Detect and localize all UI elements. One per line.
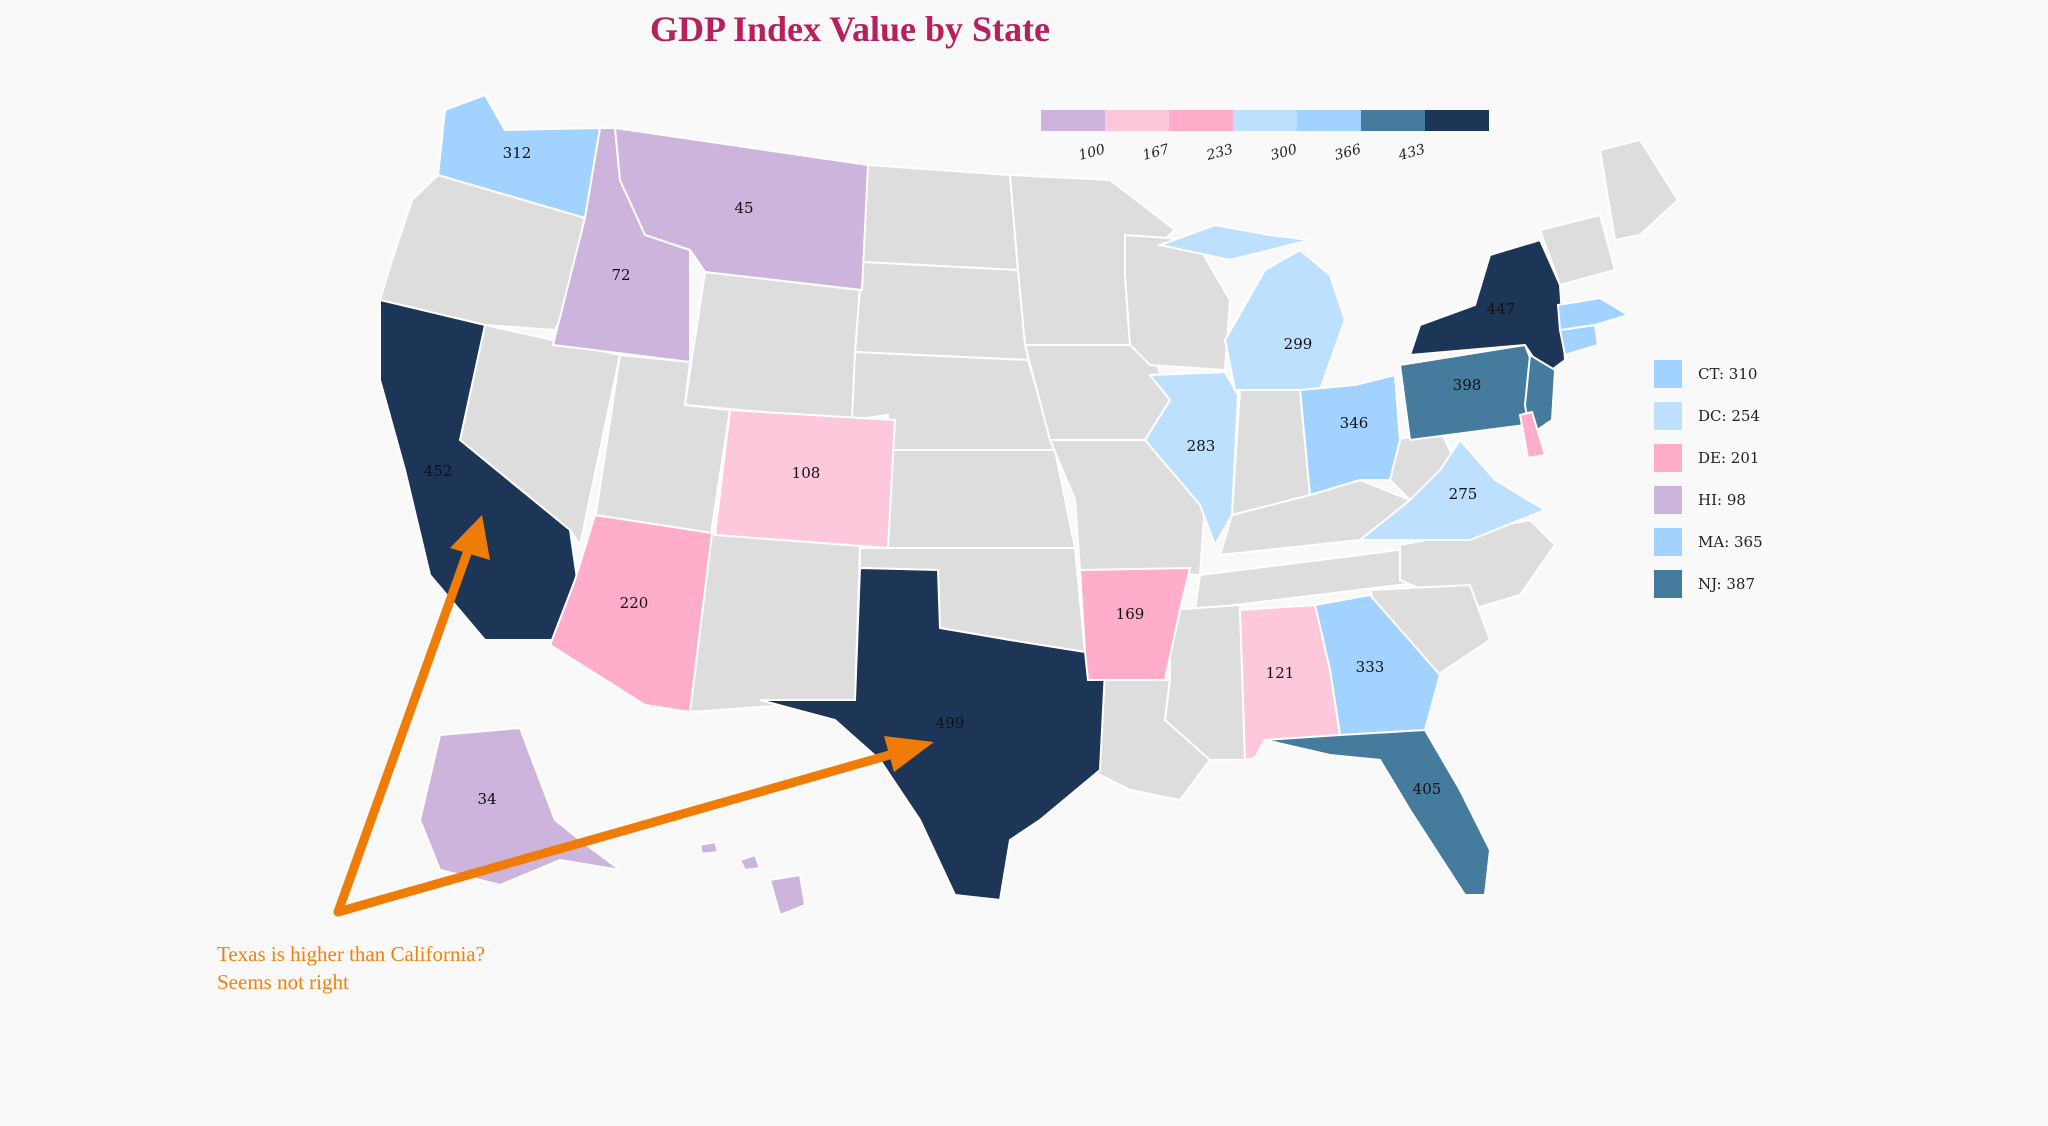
legend-item: MA: 365	[1654, 528, 1763, 556]
state-ohio	[1298, 373, 1402, 497]
state-label-mt: 45	[734, 199, 753, 217]
arrow-to-california	[333, 540, 475, 917]
state-label-tx: 499	[936, 714, 965, 732]
scale-tick-label: 233	[1204, 141, 1235, 164]
scale-tick-label: 300	[1269, 141, 1299, 163]
state-label-fl: 405	[1413, 780, 1442, 798]
state-label-il: 283	[1187, 437, 1216, 455]
arrowhead-california	[450, 515, 490, 560]
state-label-va: 275	[1449, 485, 1478, 503]
state-label-pa: 398	[1453, 376, 1482, 394]
state-label-wa: 312	[503, 144, 532, 162]
scale-swatch-3	[1169, 110, 1233, 131]
scale-swatch-4	[1233, 110, 1297, 131]
state-texas	[759, 566, 1107, 902]
state-maine	[1598, 138, 1680, 242]
state-label-az: 220	[620, 594, 649, 612]
scale-swatch-1	[1041, 110, 1105, 131]
state-illinois	[1143, 370, 1240, 548]
scale-swatch-7	[1425, 110, 1489, 131]
legend-swatch	[1654, 528, 1682, 556]
state-arizona	[548, 513, 714, 714]
legend-item: HI: 98	[1654, 486, 1763, 514]
state-label-al: 121	[1266, 664, 1295, 682]
scale-tick-label: 167	[1141, 141, 1171, 163]
arrowhead-texas	[884, 736, 934, 772]
legend-item: NJ: 387	[1654, 570, 1763, 598]
legend-label: CT: 310	[1698, 365, 1758, 383]
state-colorado	[713, 408, 897, 550]
legend-label: NJ: 387	[1698, 575, 1755, 593]
legend-item: DC: 254	[1654, 402, 1763, 430]
state-indiana	[1230, 389, 1312, 517]
state-wyoming	[683, 270, 862, 422]
state-label-ga: 333	[1356, 658, 1385, 676]
state-label-ak: 34	[477, 790, 496, 808]
annotation-line-1: Texas is higher than California?	[217, 942, 485, 966]
annotation-line-2: Seems not right	[217, 970, 349, 994]
state-label-id: 72	[611, 266, 630, 284]
scale-swatch-2	[1105, 110, 1169, 131]
scale-swatch-5	[1297, 110, 1361, 131]
state-virginia	[1357, 438, 1548, 541]
state-arkansas	[1078, 566, 1192, 681]
legend-item: DE: 201	[1654, 444, 1763, 472]
legend-swatch	[1654, 360, 1682, 388]
state-vermont-nh	[1538, 213, 1617, 287]
state-hawaii	[698, 840, 807, 917]
legend-label: DC: 254	[1698, 407, 1760, 425]
scale-tick-label: 366	[1333, 141, 1363, 163]
state-mississippi	[1163, 603, 1247, 761]
scale-tick-label: 100	[1077, 141, 1107, 163]
state-label-mi: 299	[1284, 335, 1313, 353]
state-florida	[1264, 728, 1492, 896]
state-kansas	[887, 449, 1077, 552]
state-montana	[613, 126, 870, 292]
legend-swatch	[1654, 486, 1682, 514]
state-label-ny: 447	[1487, 300, 1516, 318]
legend-item: CT: 310	[1654, 360, 1763, 388]
arrow-to-texas	[333, 747, 905, 917]
state-label-ca: 452	[424, 462, 453, 480]
state-north-dakota	[860, 163, 1020, 272]
annotation-arrows	[333, 515, 934, 917]
legend-swatch	[1654, 570, 1682, 598]
colored-states	[379, 93, 1631, 917]
state-label-ar: 169	[1116, 605, 1145, 623]
no-data-states	[378, 138, 1680, 802]
legend-swatch	[1654, 402, 1682, 430]
state-label-co: 108	[792, 464, 821, 482]
legend-label: HI: 98	[1698, 491, 1746, 509]
state-label-oh: 346	[1340, 414, 1369, 432]
state-delaware	[1518, 410, 1547, 460]
state-michigan-lower	[1223, 248, 1347, 391]
state-massachusetts	[1556, 296, 1631, 332]
legend-label: MA: 365	[1698, 533, 1763, 551]
state-new-mexico	[688, 531, 862, 714]
state-south-dakota	[853, 260, 1030, 362]
color-scale: 100 167 233 300 366 433	[1041, 110, 1489, 164]
scale-tick-label: 433	[1396, 141, 1427, 164]
annotation-text: Texas is higher than California? Seems n…	[217, 940, 485, 996]
legend: CT: 310 DC: 254 DE: 201 HI: 98 MA: 365 N…	[1654, 360, 1763, 612]
legend-label: DE: 201	[1698, 449, 1760, 467]
state-michigan-upper	[1156, 223, 1311, 262]
scale-swatch-6	[1361, 110, 1425, 131]
legend-swatch	[1654, 444, 1682, 472]
state-labels: 312 45 72 452 108 220 499 169 283 299 34…	[424, 144, 1516, 808]
chart-title: GDP Index Value by State	[649, 9, 1051, 49]
